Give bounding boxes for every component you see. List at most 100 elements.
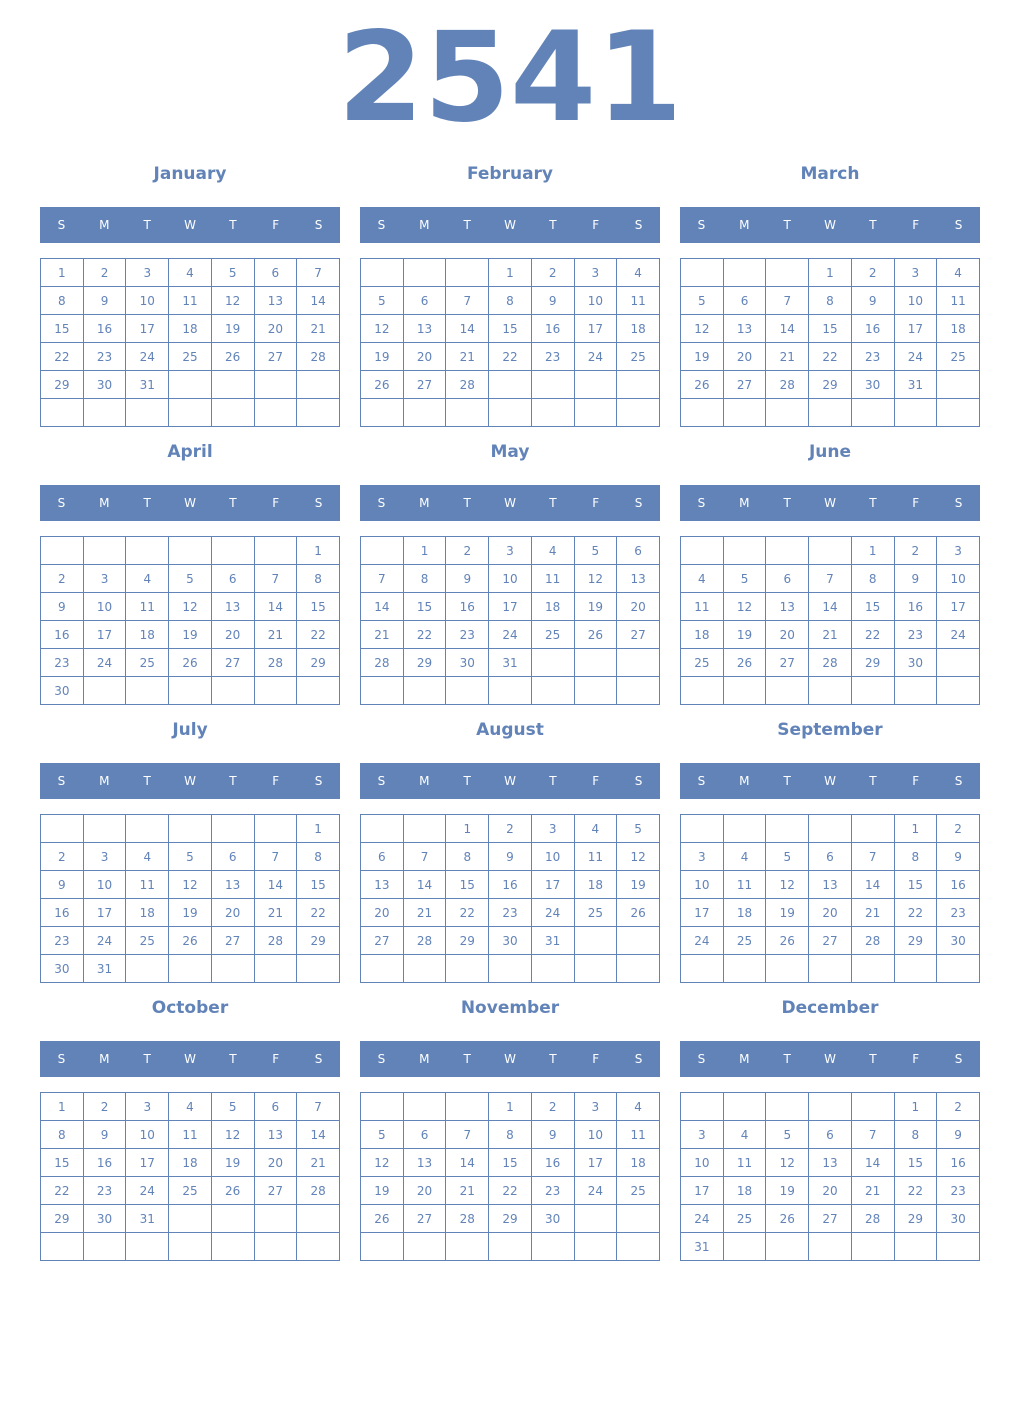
day-cell: 18 [616,314,660,343]
empty-cell [210,370,255,399]
empty-cell [488,1232,532,1261]
empty-cell [765,676,810,705]
empty-cell [360,1232,404,1261]
day-cell: 8 [893,1120,938,1149]
weekday-label: T [869,774,877,788]
week-row: 25 26 27 28 29 30 [680,648,980,677]
day-cell: 10 [680,870,724,899]
day-cell: 2 [936,1092,980,1121]
month-title: May [490,442,530,462]
empty-cell [168,398,212,427]
day-cell: 22 [402,620,447,649]
weekday-label: T [783,496,791,510]
day-cell: 13 [253,1120,298,1149]
day-cell: 1 [808,258,852,287]
week-row: 16 17 18 19 20 21 22 [40,620,340,649]
empty-cell [296,1204,340,1233]
day-cell: 21 [296,314,340,343]
day-cell: 20 [402,1176,447,1205]
day-cell: 17 [488,592,532,621]
day-cell: 5 [210,258,255,287]
day-cell: 20 [808,1176,852,1205]
day-cell: 30 [40,954,84,983]
day-cell: 24 [125,342,170,371]
day-cell: 31 [125,1204,170,1233]
day-cell: 29 [40,370,84,399]
weekday-label: T [229,774,237,788]
day-cell: 12 [210,1120,255,1149]
weekday-label: S [697,496,706,510]
week-row: 26 27 28 [360,370,660,399]
day-cell: 16 [40,620,84,649]
week-row: 16 17 18 19 20 21 22 [40,898,340,927]
day-cell: 10 [125,1120,170,1149]
weekday-label: S [57,774,66,788]
day-cell: 12 [765,1148,810,1177]
day-cell: 6 [722,286,767,315]
weekday-label: T [143,774,151,788]
day-cell: 4 [125,842,170,871]
week-row: 14 15 16 17 18 19 20 [360,592,660,621]
empty-cell [402,258,447,287]
day-grid: 1 2 3 4 5 6 7 8 9 10 11 12 13 14 15 16 17 18 19 20 21 22 23 24 2… [680,1092,980,1261]
day-cell: 19 [680,342,724,371]
week-row: 17 18 19 20 21 22 23 [680,1176,980,1205]
day-cell: 18 [168,314,212,343]
day-cell: 10 [82,870,127,899]
day-cell: 28 [445,1204,490,1233]
day-cell: 18 [168,1148,212,1177]
weekday-label: S [954,774,963,788]
empty-cell [530,1232,575,1261]
day-cell: 19 [765,898,810,927]
weekday-label: W [824,496,836,510]
day-grid: 1 2 3 4 5 6 7 8 9 10 11 12 13 14 15 16 17 18 19 20 21 22 23 24 2… [680,814,980,983]
day-cell: 11 [168,286,212,315]
day-cell: 20 [765,620,810,649]
empty-cell [402,676,447,705]
day-cell: 22 [488,1176,532,1205]
day-grid: 1 2 3 4 5 6 7 8 9 10 11 12 13 14 15 16 17 18 19 20 21 22 23 24 2… [360,814,660,983]
day-cell: 27 [402,1204,447,1233]
empty-cell [445,258,490,287]
day-cell: 25 [168,342,212,371]
day-cell: 11 [125,592,170,621]
day-cell: 20 [253,1148,298,1177]
weekday-label: T [783,218,791,232]
day-cell: 4 [616,258,660,287]
empty-cell [808,536,852,565]
empty-cell [680,258,724,287]
day-cell: 9 [936,1120,980,1149]
day-cell: 22 [893,1176,938,1205]
day-cell: 9 [82,286,127,315]
empty-cell [360,676,404,705]
day-cell: 23 [530,1176,575,1205]
weekday-label: F [912,1052,920,1066]
weekday-label: M [739,218,750,232]
weekday-label: W [184,774,196,788]
empty-cell [402,954,447,983]
week-row: 24 25 26 27 28 29 30 [680,926,980,955]
empty-cell [168,676,212,705]
week-row: 5 6 7 8 9 10 11 [360,286,660,315]
empty-cell [722,1232,767,1261]
month-title: April [167,442,213,462]
day-cell: 28 [445,370,490,399]
day-cell: 3 [530,814,575,843]
year-title: 2541 [337,6,683,150]
day-cell: 29 [488,1204,532,1233]
weekday-label: F [912,496,920,510]
day-cell: 14 [808,592,852,621]
day-cell: 30 [530,1204,575,1233]
day-cell: 16 [82,314,127,343]
day-cell: 20 [616,592,660,621]
day-cell: 23 [936,898,980,927]
day-cell: 23 [893,620,938,649]
day-cell: 14 [765,314,810,343]
day-cell: 3 [893,258,938,287]
empty-cell [850,1232,895,1261]
weekday-label: M [419,496,430,510]
week-row: 22 23 24 25 26 27 28 [40,1176,340,1205]
day-cell: 22 [296,898,340,927]
day-cell: 12 [360,1148,404,1177]
